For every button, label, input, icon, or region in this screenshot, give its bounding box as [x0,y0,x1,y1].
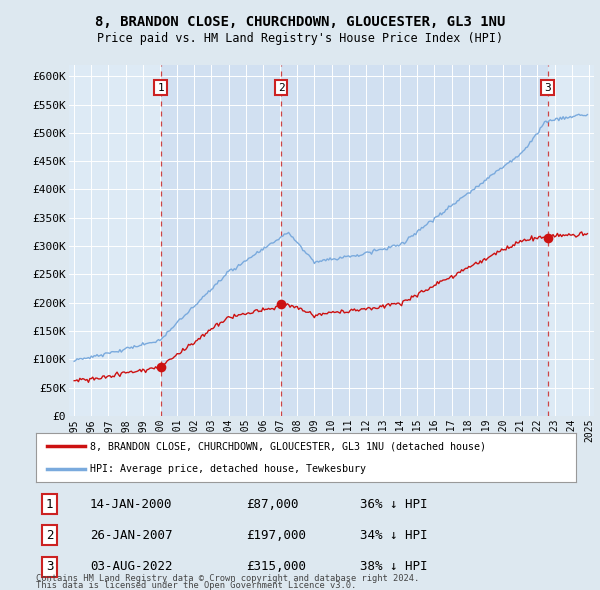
Text: This data is licensed under the Open Government Licence v3.0.: This data is licensed under the Open Gov… [36,581,356,590]
Text: Contains HM Land Registry data © Crown copyright and database right 2024.: Contains HM Land Registry data © Crown c… [36,574,419,583]
Text: HPI: Average price, detached house, Tewkesbury: HPI: Average price, detached house, Tewk… [90,464,366,474]
Text: 34% ↓ HPI: 34% ↓ HPI [360,529,427,542]
Text: 36% ↓ HPI: 36% ↓ HPI [360,498,427,511]
Text: 03-AUG-2022: 03-AUG-2022 [90,560,173,573]
Bar [161,65,281,416]
Text: £315,000: £315,000 [247,560,307,573]
Text: 14-JAN-2000: 14-JAN-2000 [90,498,173,511]
Text: 38% ↓ HPI: 38% ↓ HPI [360,560,427,573]
Text: 3: 3 [46,560,53,573]
Text: £197,000: £197,000 [247,529,307,542]
Text: 26-JAN-2007: 26-JAN-2007 [90,529,173,542]
Text: 3: 3 [544,83,551,93]
Bar [281,65,548,416]
Text: 8, BRANDON CLOSE, CHURCHDOWN, GLOUCESTER, GL3 1NU: 8, BRANDON CLOSE, CHURCHDOWN, GLOUCESTER… [95,15,505,29]
Text: 8, BRANDON CLOSE, CHURCHDOWN, GLOUCESTER, GL3 1NU (detached house): 8, BRANDON CLOSE, CHURCHDOWN, GLOUCESTER… [90,441,486,451]
Text: 2: 2 [46,529,53,542]
Text: Price paid vs. HM Land Registry's House Price Index (HPI): Price paid vs. HM Land Registry's House … [97,32,503,45]
Text: 2: 2 [278,83,284,93]
Text: 1: 1 [157,83,164,93]
Text: £87,000: £87,000 [247,498,299,511]
Text: 1: 1 [46,498,53,511]
